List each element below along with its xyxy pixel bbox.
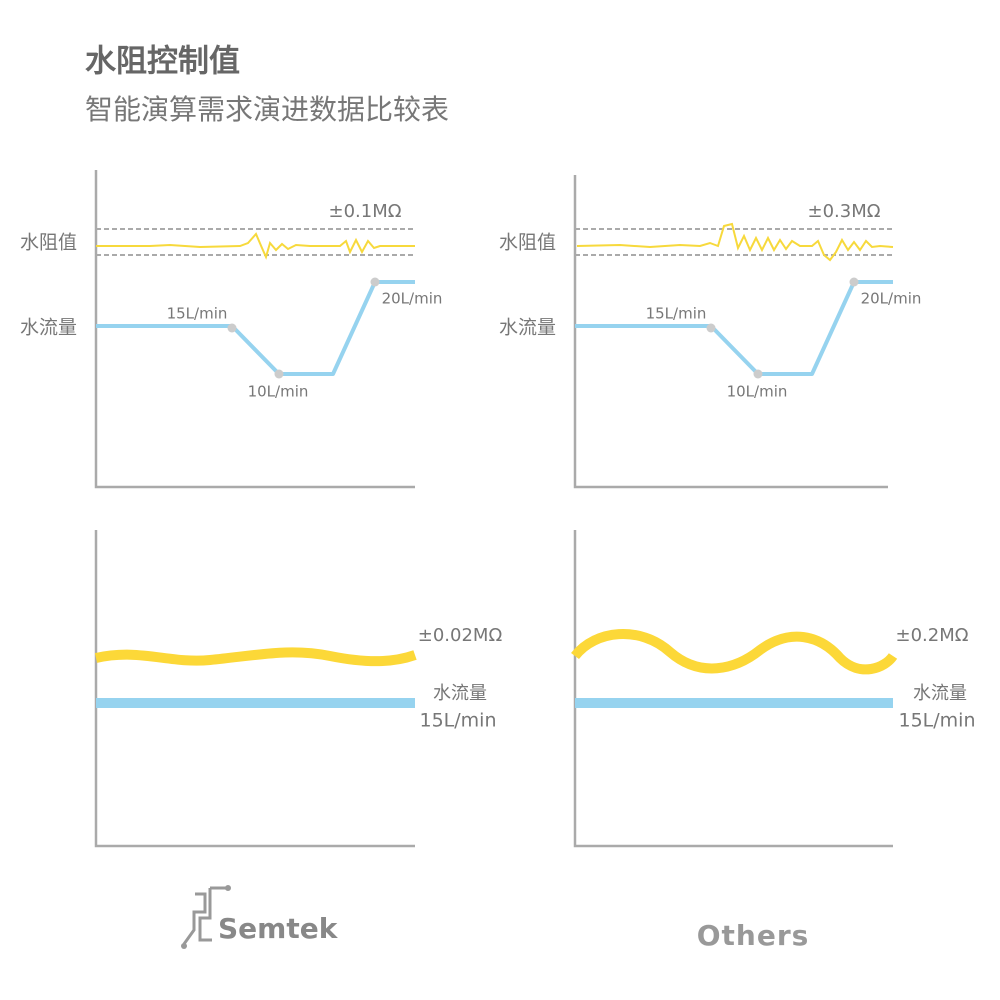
axis xyxy=(94,170,415,489)
panel: 水阻值 水流量 ±0.3MΩ 15L/min 10L/min 20L/min xyxy=(499,175,922,489)
flow-label: 水流量 xyxy=(499,317,556,339)
point xyxy=(227,323,237,333)
flow-point: 15L/min xyxy=(646,305,707,323)
tolerance: ±0.2MΩ xyxy=(896,625,969,646)
flow-line xyxy=(575,280,893,376)
flow-label: 水流量 xyxy=(433,683,487,704)
axis xyxy=(94,530,415,848)
panel: 水阻值 水流量 ±0.1MΩ 15L/min 10L/min 20L/min xyxy=(20,170,443,489)
resistance-line xyxy=(96,232,415,260)
flow-point: 15L/min xyxy=(167,305,228,323)
logo xyxy=(181,885,231,949)
point xyxy=(849,277,859,287)
flow-point: 20L/min xyxy=(861,290,922,308)
panel: ±0.2MΩ 水流量 15L/min xyxy=(571,530,976,848)
point xyxy=(753,369,763,379)
tolerance: ±0.3MΩ xyxy=(808,201,881,222)
axis xyxy=(573,530,893,848)
subtitle: 智能演算需求演进数据比较表 xyxy=(85,93,449,126)
flow-label: 水流量 xyxy=(20,317,77,339)
resistance-line xyxy=(576,222,894,262)
title: 水阻控制值 xyxy=(85,44,240,80)
tolerance: ±0.02MΩ xyxy=(418,625,503,646)
flow-value: 15L/min xyxy=(899,710,976,732)
flow-label: 水流量 xyxy=(913,683,967,704)
resistance-line xyxy=(571,628,898,675)
axis xyxy=(573,175,888,489)
panel: ±0.02MΩ 水流量 15L/min xyxy=(94,530,503,848)
tolerance: ±0.1MΩ xyxy=(329,201,402,222)
resistance-line xyxy=(94,647,417,667)
point xyxy=(274,369,284,379)
flow-point: 20L/min xyxy=(382,290,443,308)
resistance-label: 水阻值 xyxy=(20,232,77,254)
brand: Others xyxy=(697,919,810,952)
flow-point: 10L/min xyxy=(727,383,788,401)
point xyxy=(370,277,380,287)
point xyxy=(706,323,716,333)
flow-point: 10L/min xyxy=(248,383,309,401)
resistance-label: 水阻值 xyxy=(499,232,556,254)
flow-line xyxy=(96,280,415,376)
flow-value: 15L/min xyxy=(420,710,497,732)
brand: Semtek xyxy=(218,912,339,945)
